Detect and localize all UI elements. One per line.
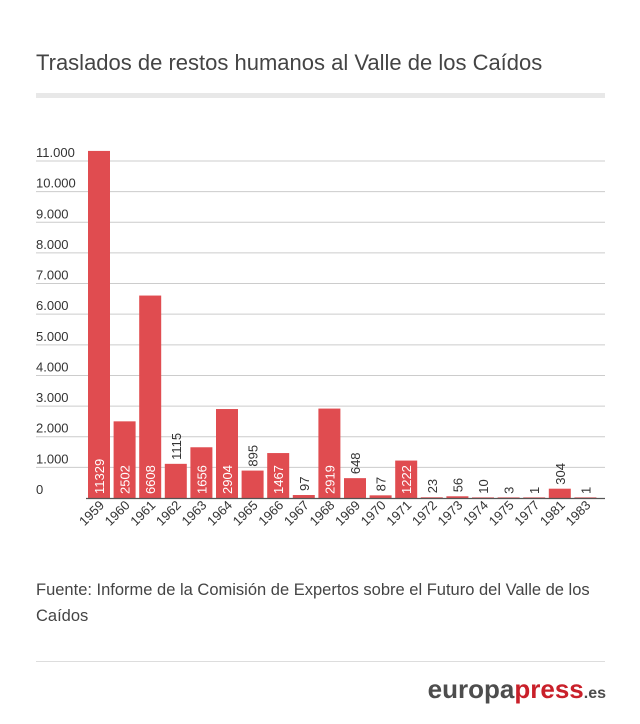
x-tick-label: 1972 bbox=[409, 498, 440, 529]
bar bbox=[344, 478, 366, 498]
data-label: 1 bbox=[527, 487, 542, 494]
y-axis-tick-labels: 0 1.000 2.000 3.000 4.000 5.000 6.000 7.000 8.00… bbox=[36, 145, 76, 497]
chart-title: Traslados de restos humanos al Valle de … bbox=[36, 50, 543, 75]
x-tick-label: 1970 bbox=[358, 498, 389, 529]
bar bbox=[548, 488, 571, 498]
bar bbox=[318, 408, 341, 498]
bar bbox=[88, 150, 110, 498]
data-label: 2904 bbox=[220, 465, 235, 494]
data-label: 97 bbox=[297, 477, 312, 491]
y-tick-label: 2.000 bbox=[36, 421, 69, 436]
x-tick-label: 1965 bbox=[230, 498, 261, 529]
bar-chart: 0 1.000 2.000 3.000 4.000 5.000 6.000 7.000 8.00… bbox=[36, 145, 605, 529]
x-tick-label: 1975 bbox=[486, 498, 517, 529]
x-tick-label: 1983 bbox=[562, 498, 593, 529]
data-label: 304 bbox=[553, 463, 568, 485]
bar bbox=[113, 421, 136, 498]
x-tick-label: 1973 bbox=[434, 498, 465, 529]
x-tick-label: 1961 bbox=[127, 498, 158, 529]
data-label: 2919 bbox=[322, 465, 337, 494]
data-label: 895 bbox=[246, 445, 261, 467]
data-label: 1467 bbox=[271, 465, 286, 494]
bar bbox=[267, 453, 290, 498]
bar bbox=[523, 497, 546, 498]
y-tick-label: 10.000 bbox=[36, 176, 76, 191]
brand-logo-part3: .es bbox=[583, 685, 606, 702]
x-tick-label: 1968 bbox=[306, 498, 337, 529]
data-label: 1 bbox=[578, 487, 593, 494]
bar bbox=[497, 497, 520, 498]
x-axis-tick-labels: 1959196019611962196319641965196619671968… bbox=[76, 498, 593, 529]
y-tick-label: 0 bbox=[36, 482, 43, 497]
data-label: 11329 bbox=[92, 459, 107, 494]
bar bbox=[292, 495, 315, 498]
bars bbox=[88, 150, 597, 498]
footer-divider bbox=[36, 661, 605, 662]
y-tick-label: 3.000 bbox=[36, 390, 69, 405]
x-tick-label: 1964 bbox=[204, 498, 235, 529]
bar bbox=[216, 409, 238, 498]
bar bbox=[420, 497, 443, 498]
data-label: 10 bbox=[476, 479, 491, 493]
x-tick-label: 1966 bbox=[255, 498, 286, 529]
bar bbox=[574, 497, 597, 498]
y-tick-label: 11.000 bbox=[36, 145, 75, 160]
y-tick-label: 5.000 bbox=[36, 329, 69, 344]
data-labels: 11329 2502 6608 1115 1656 2904 895 1467 97 2919 64… bbox=[92, 433, 593, 494]
bar bbox=[241, 470, 264, 498]
x-tick-label: 1981 bbox=[537, 498, 568, 529]
data-label: 648 bbox=[348, 452, 363, 474]
data-label: 1115 bbox=[169, 433, 184, 460]
y-tick-label: 1.000 bbox=[36, 451, 69, 466]
x-tick-label: 1959 bbox=[76, 498, 107, 529]
x-tick-label: 1971 bbox=[383, 498, 414, 529]
data-label: 56 bbox=[450, 478, 465, 492]
y-tick-label: 7.000 bbox=[36, 268, 69, 283]
x-tick-label: 1960 bbox=[102, 498, 133, 529]
y-tick-label: 8.000 bbox=[36, 237, 69, 252]
y-tick-label: 6.000 bbox=[36, 298, 69, 313]
x-tick-label: 1969 bbox=[332, 498, 363, 529]
bar bbox=[164, 463, 187, 498]
x-tick-label: 1974 bbox=[460, 498, 491, 529]
brand-logo: europapress.es bbox=[428, 674, 606, 705]
bar bbox=[369, 495, 392, 498]
data-label: 2502 bbox=[118, 465, 133, 494]
data-label: 23 bbox=[425, 479, 440, 493]
data-label: 3 bbox=[502, 487, 517, 494]
bar bbox=[395, 460, 418, 498]
bar bbox=[139, 295, 162, 498]
brand-logo-part2: press bbox=[514, 674, 584, 704]
source-note: Fuente: Informe de la Comisión de Expert… bbox=[36, 581, 590, 625]
title-divider bbox=[36, 93, 605, 98]
brand-logo-part1: europa bbox=[427, 674, 515, 704]
x-tick-label: 1967 bbox=[281, 498, 312, 529]
bar bbox=[446, 496, 469, 498]
data-label: 1222 bbox=[399, 465, 414, 494]
y-tick-label: 9.000 bbox=[36, 206, 69, 221]
y-tick-label: 4.000 bbox=[36, 359, 69, 374]
x-tick-label: 1963 bbox=[178, 498, 209, 529]
x-tick-label: 1962 bbox=[153, 498, 184, 529]
data-label: 87 bbox=[374, 477, 389, 491]
bar bbox=[190, 447, 213, 498]
data-label: 1656 bbox=[194, 465, 209, 494]
data-label: 6608 bbox=[143, 465, 158, 494]
bar bbox=[472, 497, 494, 498]
x-tick-label: 1977 bbox=[511, 498, 542, 529]
